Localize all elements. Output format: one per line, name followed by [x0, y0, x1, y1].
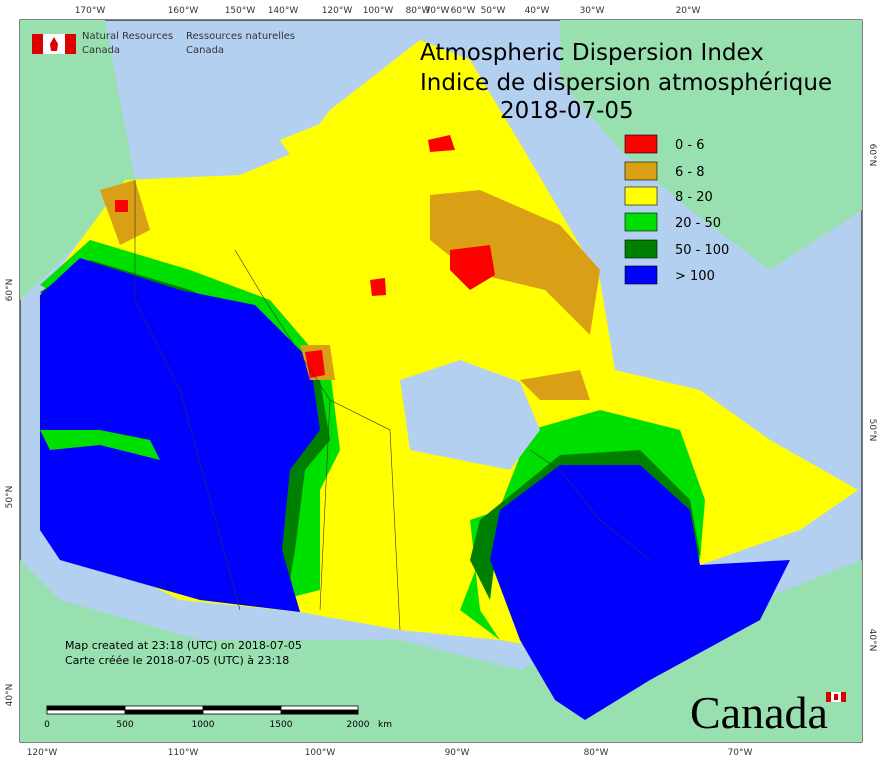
logo-flag — [32, 34, 76, 54]
org-en: Natural Resources — [82, 31, 173, 42]
graticule-label: 40°N — [5, 684, 15, 707]
credit: Carte créée le 2018-07-05 (UTC) à 23:18 — [65, 654, 289, 667]
scale-unit: km — [378, 720, 392, 730]
scale-label: 0 — [44, 720, 50, 730]
graticule-label: 50°W — [481, 6, 506, 16]
graticule-label: 20°W — [676, 6, 701, 16]
graticule-label: 120°W — [322, 6, 353, 16]
legend-label: 8 - 20 — [675, 190, 713, 205]
org-fr: Ressources naturelles — [186, 31, 295, 42]
graticule-label: 60°W — [451, 6, 476, 16]
graticule-label: 60°N — [867, 144, 877, 167]
graticule-label: 100°W — [305, 748, 336, 758]
scale-label: 1500 — [270, 720, 293, 730]
legend-swatch — [624, 212, 658, 232]
org-en: Canada — [82, 45, 120, 56]
legend-swatch — [624, 134, 658, 154]
scale-label: 500 — [116, 720, 133, 730]
graticule-label: 120°W — [27, 748, 58, 758]
legend-swatch — [624, 186, 658, 206]
graticule-label: 60°N — [5, 279, 15, 302]
scale-bar — [46, 705, 359, 715]
graticule-label: 140°W — [268, 6, 299, 16]
graticule-label: 70°W — [425, 6, 450, 16]
legend-label: 0 - 6 — [675, 138, 705, 153]
title-date: 2018-07-05 — [500, 98, 634, 124]
graticule-label: 80°W — [406, 6, 431, 16]
legend-swatch — [624, 265, 658, 285]
legend-label: 50 - 100 — [675, 243, 729, 258]
legend-label: > 100 — [675, 269, 715, 284]
graticule-label: 170°W — [75, 6, 106, 16]
graticule-label: 70°W — [728, 748, 753, 758]
legend-swatch — [624, 239, 658, 259]
graticule-label: 160°W — [168, 6, 199, 16]
legend-label: 6 - 8 — [675, 165, 705, 180]
org-fr: Canada — [186, 45, 224, 56]
credit: Map created at 23:18 (UTC) on 2018-07-05 — [65, 639, 302, 652]
graticule-label: 30°W — [580, 6, 605, 16]
legend-swatch — [624, 161, 658, 181]
graticule-label: 50°N — [5, 486, 15, 509]
index-zones — [40, 40, 858, 720]
graticule-label: 100°W — [363, 6, 394, 16]
graticule-label: 40°N — [867, 629, 877, 652]
graticule-label: 80°W — [584, 748, 609, 758]
scale-label: 1000 — [192, 720, 215, 730]
scale-label: 2000 — [347, 720, 370, 730]
graticule-label: 150°W — [225, 6, 256, 16]
wordmark-flag — [826, 692, 846, 702]
legend-label: 20 - 50 — [675, 216, 721, 231]
boundaries — [134, 180, 651, 631]
wordmark: Canada — [690, 687, 828, 738]
graticule-label: 40°W — [525, 6, 550, 16]
title-fr: Indice de dispersion atmosphérique — [420, 70, 832, 96]
title-en: Atmospheric Dispersion Index — [420, 40, 764, 66]
graticule-label: 110°W — [168, 748, 199, 758]
neighbour-land — [20, 20, 862, 742]
graticule-label: 90°W — [445, 748, 470, 758]
graticule-label: 50°N — [867, 419, 877, 442]
